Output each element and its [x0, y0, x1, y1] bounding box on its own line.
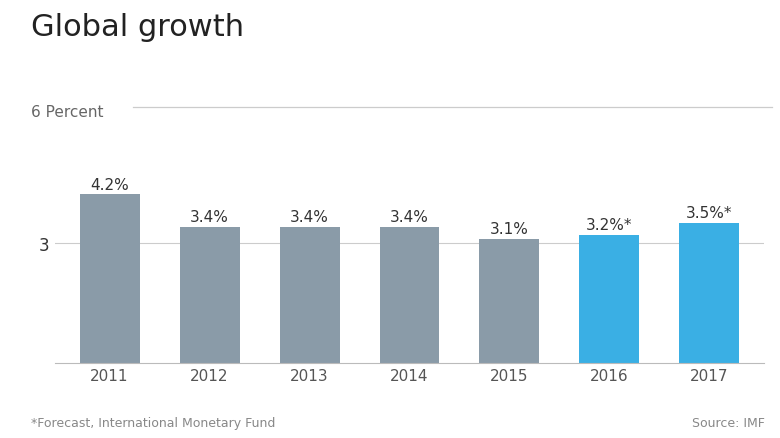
Text: 3.4%: 3.4%: [390, 210, 429, 225]
Text: *Forecast, International Monetary Fund: *Forecast, International Monetary Fund: [31, 416, 275, 429]
Text: Source: IMF: Source: IMF: [692, 416, 764, 429]
Text: 4.2%: 4.2%: [90, 177, 129, 193]
Text: 3.1%: 3.1%: [490, 222, 529, 237]
Bar: [279, 227, 339, 364]
Text: 3.4%: 3.4%: [190, 210, 229, 225]
Text: Global growth: Global growth: [31, 13, 244, 42]
Bar: [580, 235, 640, 364]
Bar: [179, 227, 239, 364]
Text: 6 Percent: 6 Percent: [31, 105, 104, 120]
Text: 3.5%*: 3.5%*: [686, 205, 732, 221]
Text: 3.2%*: 3.2%*: [587, 218, 633, 233]
Bar: [380, 227, 439, 364]
Bar: [80, 195, 140, 364]
Text: 3.4%: 3.4%: [290, 210, 329, 225]
Bar: [480, 239, 540, 364]
Bar: [679, 223, 739, 364]
